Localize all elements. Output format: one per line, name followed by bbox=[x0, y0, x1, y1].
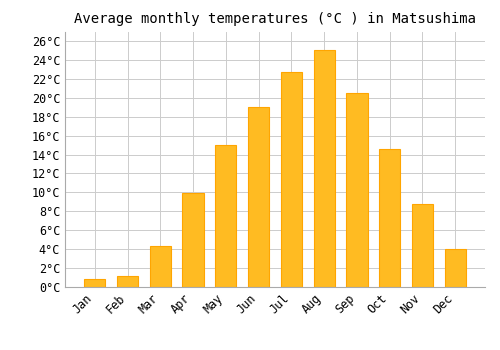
Bar bbox=[314, 50, 335, 287]
Bar bbox=[182, 193, 204, 287]
Bar bbox=[346, 93, 368, 287]
Bar bbox=[280, 72, 302, 287]
Bar bbox=[412, 204, 433, 287]
Bar bbox=[84, 279, 106, 287]
Bar bbox=[117, 276, 138, 287]
Title: Average monthly temperatures (°C ) in Matsushima: Average monthly temperatures (°C ) in Ma… bbox=[74, 12, 476, 26]
Bar bbox=[150, 246, 171, 287]
Bar bbox=[215, 145, 236, 287]
Bar bbox=[248, 107, 270, 287]
Bar bbox=[379, 149, 400, 287]
Bar bbox=[444, 249, 466, 287]
